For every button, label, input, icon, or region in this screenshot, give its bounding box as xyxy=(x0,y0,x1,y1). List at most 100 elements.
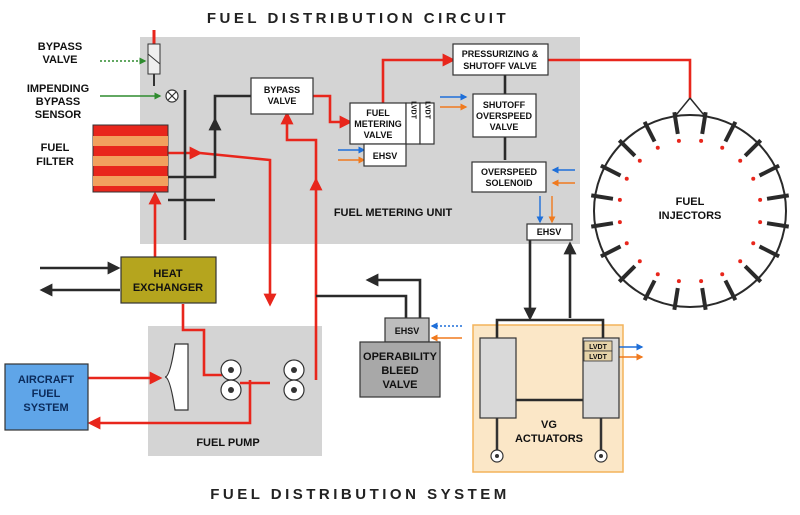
fuel-injector-spray xyxy=(720,145,725,150)
fuel-injector-nozzle xyxy=(642,120,657,143)
fuel-injector-spray xyxy=(655,272,660,277)
label-fuel-filter-l2: FILTER xyxy=(36,156,74,168)
fuel-injector-spray xyxy=(676,279,681,284)
label-psv-l2: SHUTOFF VALVE xyxy=(463,61,537,71)
fuel-injector-spray xyxy=(624,241,629,246)
obv-ehsv-box xyxy=(384,317,430,343)
line-to-bypass-valve xyxy=(280,111,318,180)
fuel-injector-spray xyxy=(699,279,704,284)
label-fuel-filter: FUEL FILTER xyxy=(36,142,74,168)
label-fuel-injectors: FUEL INJECTORS xyxy=(659,196,722,222)
fuel-injector-spray xyxy=(624,176,629,181)
fuel-injector-nozzle xyxy=(723,279,738,302)
label-afs-l2: FUEL xyxy=(32,388,61,400)
label-vg-actuators: VG ACTUATORS xyxy=(515,419,583,445)
label-fmv-l1: FUEL xyxy=(366,108,390,118)
fuel-injector-spray xyxy=(676,138,681,143)
fuel-injector-nozzle xyxy=(672,287,680,311)
line-pump-to-aircraft xyxy=(87,380,252,430)
impending-bypass-sensor xyxy=(165,89,179,103)
label-afs-l1: AIRCRAFT xyxy=(18,374,74,386)
line-obv-return xyxy=(365,273,422,320)
fuel-injector-nozzle xyxy=(766,193,790,201)
label-fmv-ehsv: EHSV xyxy=(373,151,398,161)
label-sov-l1: SHUTOFF xyxy=(483,100,526,110)
label-fuel-pump: FUEL PUMP xyxy=(196,437,259,449)
label-lvdt-2: LVDT xyxy=(424,101,431,119)
label-afs-l3: SYSTEM xyxy=(23,402,68,414)
label-fuel-metering-unit: FUEL METERING UNIT xyxy=(334,207,453,219)
label-bypass-box-l1: BYPASS xyxy=(264,85,300,95)
title-bottom: FUEL DISTRIBUTION SYSTEM xyxy=(210,486,510,503)
overspeed-solenoid-box xyxy=(471,161,547,193)
label-fuel-metering-valve: FUEL METERING VALVE xyxy=(354,108,402,140)
fuel-injector-spray xyxy=(738,158,743,163)
label-operability-bleed-valve: OPERABILITY BLEED VALVE xyxy=(363,351,438,391)
fuel-injector-nozzle xyxy=(590,193,614,201)
bypass-valve-box xyxy=(250,77,314,115)
label-vg-lvdt-1: LVDT xyxy=(589,344,607,351)
label-injectors-l2: INJECTORS xyxy=(659,210,722,222)
fuel-injector-nozzle xyxy=(617,138,637,158)
fuel-injectors-ring xyxy=(593,97,787,308)
fmv-ehsv-box xyxy=(363,143,407,167)
fuel-injector-spray xyxy=(655,145,660,150)
fuel-injector-spray xyxy=(617,197,622,202)
line-psv-to-injectors xyxy=(548,58,692,98)
label-lvdt-1: LVDT xyxy=(410,101,417,119)
label-vg-l1: VG xyxy=(541,419,557,431)
label-psv-l1: PRESSURIZING & xyxy=(462,49,539,59)
label-sov-l3: VALVE xyxy=(490,122,519,132)
label-fuel-filter-l1: FUEL xyxy=(41,142,70,154)
fuel-pump-impeller xyxy=(164,343,189,411)
label-sov-l2: OVERSPEED xyxy=(476,111,533,121)
line-bypass-to-fmv xyxy=(313,94,353,129)
fuel-injector-spray xyxy=(720,272,725,277)
label-overspeed-solenoid: OVERSPEED SOLENOID xyxy=(481,167,538,188)
fuel-injectors-group xyxy=(590,111,790,311)
heat-exchanger xyxy=(120,256,217,304)
fuel-injector-nozzle xyxy=(642,279,657,302)
fuel-pump-gears-right xyxy=(283,359,305,401)
label-fmv-l3: VALVE xyxy=(364,130,393,140)
fuel-injector-nozzle xyxy=(617,264,637,284)
label-impending-bypass-sensor: IMPENDING BYPASS SENSOR xyxy=(27,83,89,121)
vg-ehsv-box xyxy=(526,223,573,241)
label-bypass-valve-box: BYPASS VALVE xyxy=(264,85,300,106)
label-os-l2: SOLENOID xyxy=(485,178,533,188)
label-vg-l2: ACTUATORS xyxy=(515,433,583,445)
label-os-l1: OVERSPEED xyxy=(481,167,538,177)
line-filter-bypass xyxy=(168,117,222,179)
label-pressurizing-shutoff: PRESSURIZING & SHUTOFF VALVE xyxy=(462,49,539,71)
fuel-injector-nozzle xyxy=(672,111,680,135)
shutoff-overspeed-valve-box xyxy=(472,93,537,138)
label-bypass-valve-left: BYPASS VALVE xyxy=(38,41,82,66)
label-vg-ehsv: EHSV xyxy=(537,227,562,237)
label-bypass-valve-left-l2: VALVE xyxy=(42,54,77,66)
title-top: FUEL DISTRIBUTION CIRCUIT xyxy=(207,10,509,27)
label-obv-ehsv: EHSV xyxy=(395,326,420,336)
label-sensor-l3: SENSOR xyxy=(35,109,82,121)
fuel-injector-nozzle xyxy=(743,138,763,158)
line-to-pump-return xyxy=(199,151,277,307)
fuel-injector-nozzle xyxy=(758,163,781,178)
label-obv-l3: VALVE xyxy=(382,379,417,391)
fuel-injector-nozzle xyxy=(723,120,738,143)
fuel-injector-spray xyxy=(699,138,704,143)
fuel-injector-nozzle xyxy=(599,244,622,259)
line-fmv-to-psv xyxy=(381,53,456,105)
label-hx-l1: HEAT xyxy=(153,268,182,280)
fuel-injector-spray xyxy=(637,259,642,264)
label-vg-lvdt-2: LVDT xyxy=(589,354,607,361)
label-obv-l2: BLEED xyxy=(381,365,418,377)
lvdt-box-2 xyxy=(419,102,435,145)
label-bypass-valve-left-l1: BYPASS xyxy=(38,41,82,53)
fuel-injector-nozzle xyxy=(743,264,763,284)
label-hx-l2: EXCHANGER xyxy=(133,282,203,294)
fuel-injector-spray xyxy=(617,220,622,225)
fuel-injector-nozzle xyxy=(766,221,790,229)
label-aircraft-fuel-system: AIRCRAFT FUEL SYSTEM xyxy=(18,374,74,414)
label-sensor-l2: BYPASS xyxy=(36,96,80,108)
